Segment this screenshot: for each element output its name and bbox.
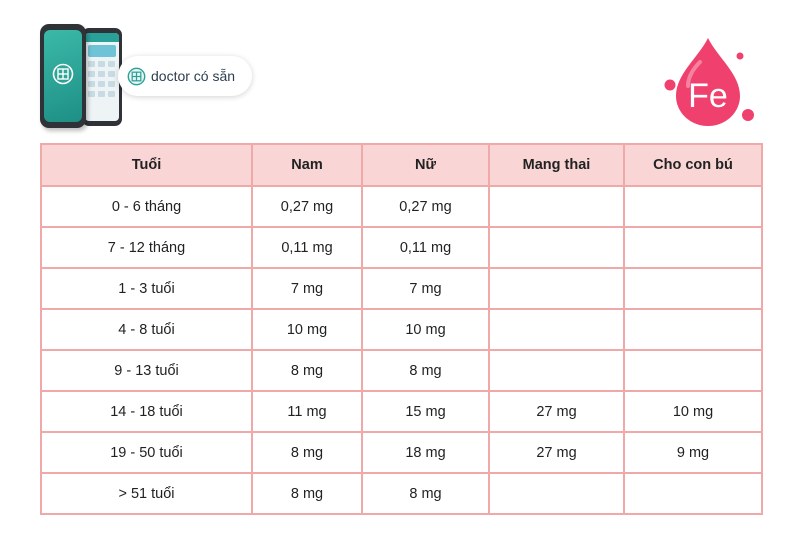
cell-male: 7 mg — [251, 267, 363, 310]
cell-pregnant — [488, 308, 625, 351]
cell-female: 8 mg — [361, 472, 490, 515]
cell-age: 9 - 13 tuổi — [40, 349, 253, 392]
cell-breastfeeding: 9 mg — [623, 431, 763, 474]
column-header-breastfeeding: Cho con bú — [623, 143, 763, 187]
cell-male: 11 mg — [251, 390, 363, 433]
cell-male: 8 mg — [251, 431, 363, 474]
cell-pregnant — [488, 226, 625, 269]
cell-female: 18 mg — [361, 431, 490, 474]
cell-breastfeeding — [623, 349, 763, 392]
doctor-logo-icon — [52, 63, 74, 85]
table-row: 14 - 18 tuổi 11 mg 15 mg 27 mg 10 mg — [40, 390, 763, 433]
table-row: 19 - 50 tuổi 8 mg 18 mg 27 mg 9 mg — [40, 431, 763, 474]
cell-pregnant — [488, 185, 625, 228]
cell-breastfeeding — [623, 472, 763, 515]
cell-age: 4 - 8 tuổi — [40, 308, 253, 351]
cell-female: 0,27 mg — [361, 185, 490, 228]
iron-drop-icon: Fe — [664, 38, 754, 126]
app-phone-illustration — [38, 22, 124, 130]
cell-male: 8 mg — [251, 349, 363, 392]
column-header-age: Tuổi — [40, 143, 253, 187]
table-header-row: Tuổi Nam Nữ Mang thai Cho con bú — [40, 143, 763, 187]
table-row: 7 - 12 tháng 0,11 mg 0,11 mg — [40, 226, 763, 269]
cell-breastfeeding — [623, 308, 763, 351]
cell-pregnant: 27 mg — [488, 431, 625, 474]
phone-main-image — [40, 24, 86, 128]
cell-female: 15 mg — [361, 390, 490, 433]
cell-breastfeeding — [623, 226, 763, 269]
phone-secondary-image — [82, 28, 122, 126]
doctor-logo-icon — [127, 67, 146, 86]
cell-breastfeeding — [623, 185, 763, 228]
cell-male: 0,27 mg — [251, 185, 363, 228]
column-header-male: Nam — [251, 143, 363, 187]
cell-male: 8 mg — [251, 472, 363, 515]
table-row: 1 - 3 tuổi 7 mg 7 mg — [40, 267, 763, 310]
cell-pregnant — [488, 349, 625, 392]
brand-name: doctor có sẵn — [151, 68, 236, 84]
column-header-pregnant: Mang thai — [488, 143, 625, 187]
cell-female: 0,11 mg — [361, 226, 490, 269]
cell-age: 14 - 18 tuổi — [40, 390, 253, 433]
cell-pregnant — [488, 267, 625, 310]
cell-male: 0,11 mg — [251, 226, 363, 269]
cell-age: 7 - 12 tháng — [40, 226, 253, 269]
table-row: 0 - 6 tháng 0,27 mg 0,27 mg — [40, 185, 763, 228]
table-row: 9 - 13 tuổi 8 mg 8 mg — [40, 349, 763, 392]
cell-female: 10 mg — [361, 308, 490, 351]
cell-age: 1 - 3 tuổi — [40, 267, 253, 310]
table-row: 4 - 8 tuổi 10 mg 10 mg — [40, 308, 763, 351]
cell-breastfeeding: 10 mg — [623, 390, 763, 433]
cell-age: 0 - 6 tháng — [40, 185, 253, 228]
iron-symbol: Fe — [688, 77, 728, 115]
table-row: > 51 tuổi 8 mg 8 mg — [40, 472, 763, 515]
cell-pregnant: 27 mg — [488, 390, 625, 433]
iron-intake-table: Tuổi Nam Nữ Mang thai Cho con bú 0 - 6 t… — [40, 143, 763, 515]
cell-female: 8 mg — [361, 349, 490, 392]
cell-pregnant — [488, 472, 625, 515]
cell-female: 7 mg — [361, 267, 490, 310]
brand-badge: doctor có sẵn — [118, 56, 252, 96]
cell-age: > 51 tuổi — [40, 472, 253, 515]
cell-breastfeeding — [623, 267, 763, 310]
cell-male: 10 mg — [251, 308, 363, 351]
cell-age: 19 - 50 tuổi — [40, 431, 253, 474]
column-header-female: Nữ — [361, 143, 490, 187]
